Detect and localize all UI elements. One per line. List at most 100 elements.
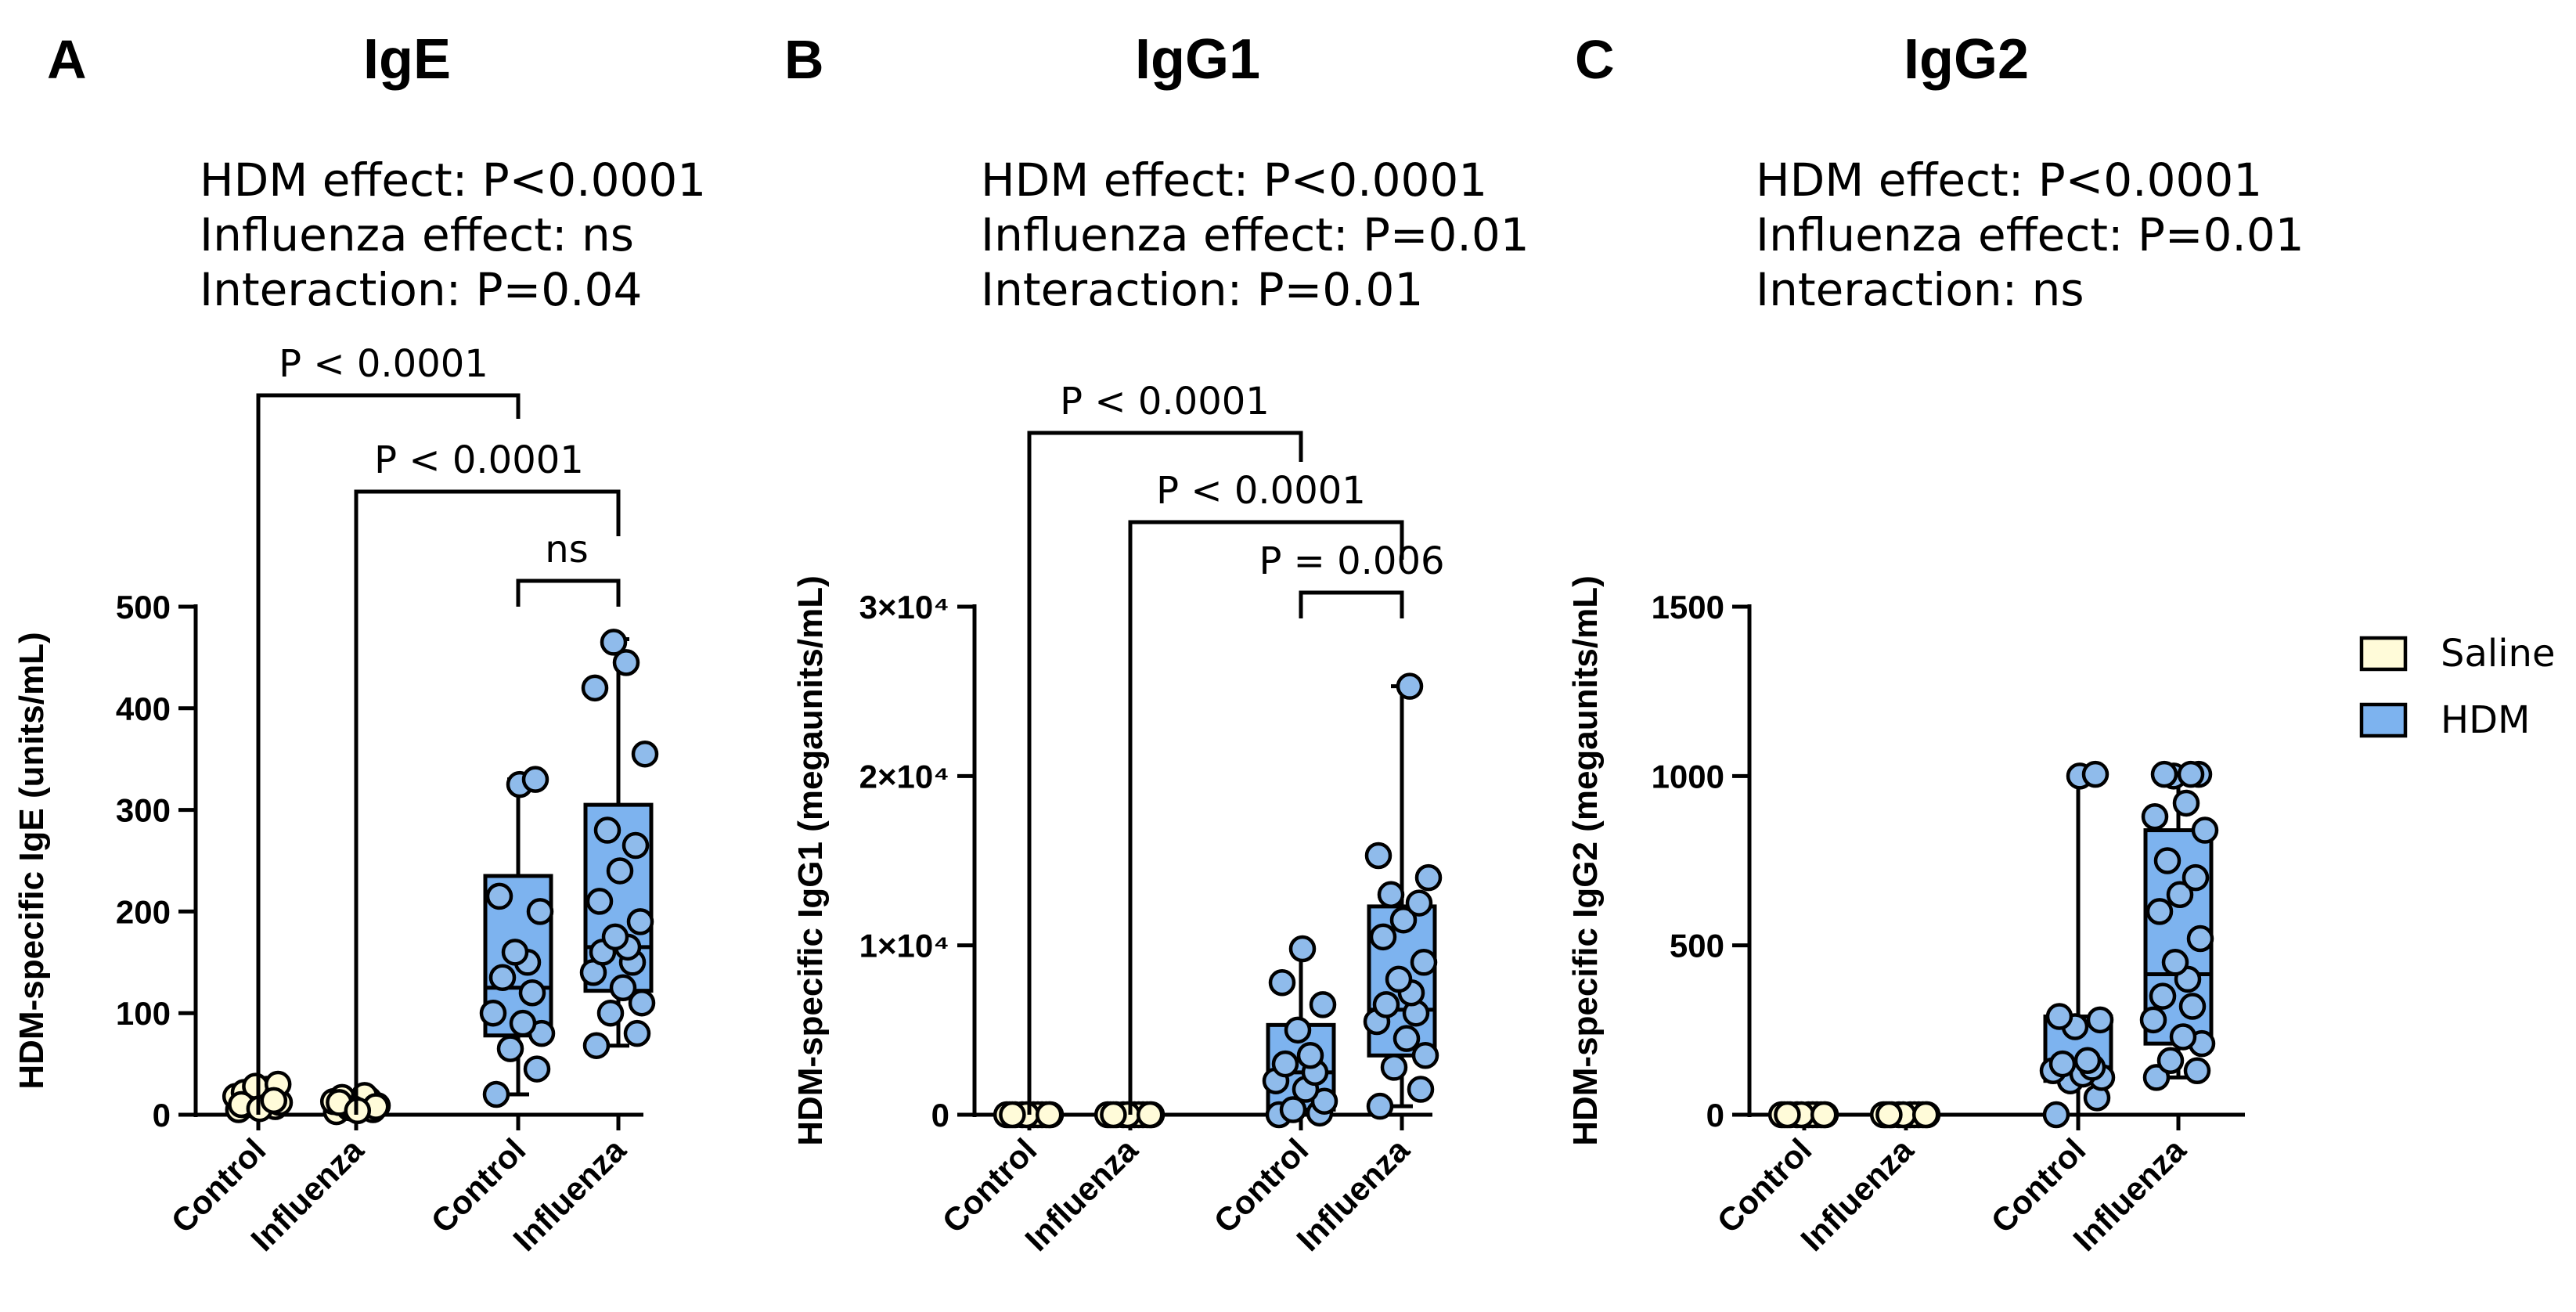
data-point xyxy=(1136,1101,1164,1129)
data-point xyxy=(1385,965,1413,993)
data-point xyxy=(606,857,634,885)
data-point xyxy=(2156,1047,2185,1075)
panel-letter: A xyxy=(47,29,87,90)
y-axis-label: HDM-specific IgG2 (megaunits/mL) xyxy=(1566,575,1605,1146)
y-tick-label: 500 xyxy=(1670,928,1724,964)
panel-letter: C xyxy=(1575,29,1615,90)
significance-bracket xyxy=(1299,590,1404,618)
stats-line: Influenza effect: P=0.01 xyxy=(1756,208,2304,261)
y-tick-label: 100 xyxy=(116,995,171,1032)
significance-bracket xyxy=(516,579,621,607)
data-point xyxy=(2145,898,2174,925)
y-tick-label: 200 xyxy=(116,893,171,930)
data-point xyxy=(2086,1006,2114,1034)
data-point xyxy=(1284,1016,1312,1044)
significance-bracket xyxy=(1128,520,1404,1115)
data-point xyxy=(1407,1076,1435,1103)
x-category-label: Influenza xyxy=(1018,1131,1144,1258)
data-point xyxy=(1410,949,1438,976)
data-point xyxy=(1309,991,1337,1018)
data-point xyxy=(2181,863,2210,892)
panel-title: IgG2 xyxy=(1904,28,2029,91)
data-point xyxy=(496,1035,524,1062)
data-point xyxy=(2172,789,2200,817)
data-point xyxy=(2153,847,2181,874)
significance-label: P < 0.0001 xyxy=(374,438,584,482)
data-point xyxy=(2048,1050,2077,1078)
significance-label: ns xyxy=(545,528,588,571)
stats-line: HDM effect: P<0.0001 xyxy=(981,153,1487,207)
legend-label: Saline xyxy=(2441,632,2556,676)
data-point xyxy=(479,999,507,1027)
data-point xyxy=(1405,889,1433,917)
data-point xyxy=(1279,1096,1307,1123)
data-point xyxy=(1389,906,1418,934)
data-point xyxy=(518,979,546,1007)
data-point xyxy=(581,674,609,702)
panel-title: IgE xyxy=(363,28,451,91)
data-point xyxy=(523,1055,551,1083)
data-point xyxy=(1396,672,1424,700)
stats-line: Interaction: P=0.01 xyxy=(981,263,1423,316)
panel-letter: B xyxy=(784,29,824,90)
data-point xyxy=(2139,1006,2167,1034)
y-tick-label: 0 xyxy=(931,1097,949,1134)
data-point xyxy=(631,740,659,768)
data-point xyxy=(2178,993,2207,1020)
data-point xyxy=(2142,1064,2171,1091)
data-point xyxy=(2186,925,2214,953)
data-point xyxy=(2161,949,2189,976)
stats-line: Influenza effect: ns xyxy=(200,208,634,261)
data-point xyxy=(2166,881,2194,909)
data-point xyxy=(600,629,628,656)
stats-line: Influenza effect: P=0.01 xyxy=(981,208,1529,261)
data-point xyxy=(1380,1054,1408,1081)
data-point xyxy=(2169,1023,2197,1051)
data-point xyxy=(1369,923,1397,951)
data-point xyxy=(582,1032,611,1059)
data-point xyxy=(1100,1101,1127,1129)
panel-title: IgG1 xyxy=(1135,28,1260,91)
data-point xyxy=(596,999,625,1027)
legend-swatch xyxy=(2359,702,2408,738)
data-point xyxy=(2191,816,2219,844)
data-point xyxy=(2177,760,2205,788)
data-point xyxy=(1875,1101,1903,1129)
data-point xyxy=(626,908,654,935)
significance-label: P = 0.006 xyxy=(1259,539,1444,583)
data-point xyxy=(628,989,656,1017)
significance-bracket xyxy=(354,489,621,1115)
y-tick-label: 1×10⁴ xyxy=(859,928,949,964)
data-point xyxy=(485,882,513,910)
data-point xyxy=(1366,1092,1394,1120)
data-point xyxy=(612,649,640,676)
data-point xyxy=(1372,991,1400,1018)
data-point xyxy=(2150,760,2178,788)
y-tick-label: 2×10⁴ xyxy=(859,758,949,795)
data-point xyxy=(2081,760,2109,788)
data-point xyxy=(1392,1025,1421,1052)
data-point xyxy=(260,1087,288,1115)
data-point xyxy=(1774,1101,1801,1129)
y-tick-label: 300 xyxy=(116,792,171,829)
stats-line: HDM effect: P<0.0001 xyxy=(1756,153,2262,207)
data-point xyxy=(1310,1087,1338,1115)
y-axis-label: HDM-specific IgG1 (megaunits/mL) xyxy=(791,575,830,1146)
data-point xyxy=(526,898,554,925)
data-point xyxy=(1271,1050,1299,1078)
data-point xyxy=(1288,935,1317,963)
data-point xyxy=(1414,863,1443,892)
y-axis-label: HDM-specific IgE (units/mL) xyxy=(13,632,51,1089)
significance-bracket xyxy=(1027,431,1303,1115)
data-point xyxy=(2149,982,2177,1010)
data-point xyxy=(2073,1047,2102,1075)
stats-line: HDM effect: P<0.0001 xyxy=(200,153,706,207)
y-tick-label: 0 xyxy=(1706,1097,1724,1134)
data-point xyxy=(2045,1003,2073,1030)
data-point xyxy=(623,1019,651,1047)
data-point xyxy=(488,964,517,992)
data-point xyxy=(585,888,614,915)
y-tick-label: 500 xyxy=(116,589,171,625)
significance-label: P < 0.0001 xyxy=(1060,380,1270,424)
data-point xyxy=(1364,842,1392,870)
